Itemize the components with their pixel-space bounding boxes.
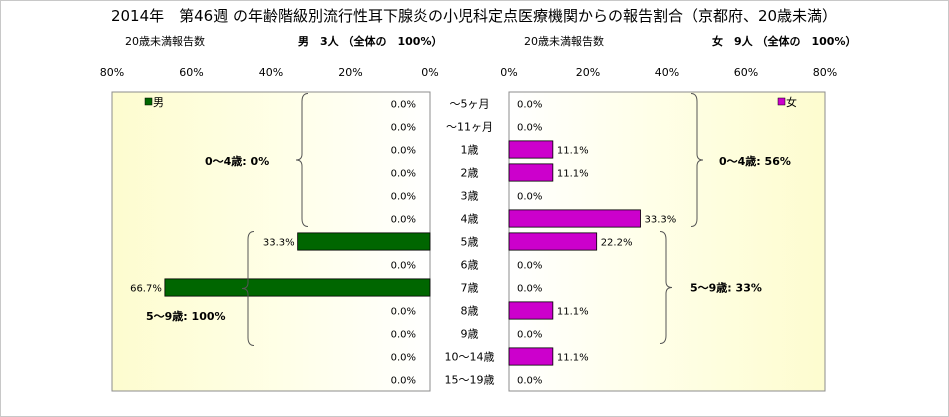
female-value-label: 11.1% (557, 169, 589, 180)
male-header-count: 男 3人 （全体の 100%） (298, 34, 442, 48)
age-category-label: 15～19歳 (445, 374, 495, 387)
male-header-label: 20歳未満報告数 (125, 35, 205, 48)
female-value-label: 0.0% (517, 330, 542, 341)
male-x-tick-label: 60% (179, 66, 203, 79)
male-value-label: 0.0% (391, 215, 416, 226)
male-value-label: 0.0% (391, 192, 416, 203)
female-value-label: 0.0% (517, 284, 542, 295)
female-bar (508, 347, 554, 366)
male-value-label: 0.0% (391, 353, 416, 364)
age-category-label: 7歳 (461, 282, 479, 295)
male-group-label: 0～4歳: 0% (205, 154, 269, 168)
female-x-tick-label: 40% (655, 66, 679, 79)
age-category-label: 4歳 (461, 213, 479, 226)
age-category-label: 10～14歳 (445, 351, 495, 364)
female-x-tick-label: 80% (813, 66, 837, 79)
male-value-label: 0.0% (391, 146, 416, 157)
male-value-label: 0.0% (391, 307, 416, 318)
male-x-tick-label: 80% (100, 66, 124, 79)
age-category-label: 1歳 (461, 144, 479, 157)
female-group-label: 0～4歳: 56% (719, 154, 791, 168)
female-header-label: 20歳未満報告数 (524, 35, 604, 48)
male-value-label: 0.0% (391, 261, 416, 272)
female-value-label: 11.1% (557, 307, 589, 318)
male-bar (164, 278, 431, 297)
female-header-count: 女 9人 （全体の 100%） (712, 34, 856, 48)
female-value-label: 0.0% (517, 261, 542, 272)
female-x-tick-label: 0% (500, 66, 517, 79)
female-x-tick-label: 20% (576, 66, 600, 79)
female-group-label: 5～9歳: 33% (690, 281, 762, 295)
female-bar (508, 163, 554, 182)
age-category-label: 6歳 (461, 259, 479, 272)
age-category-label: 8歳 (461, 305, 479, 318)
male-legend-swatch (144, 97, 153, 106)
male-x-tick-label: 0% (421, 66, 438, 79)
age-category-label: 3歳 (461, 190, 479, 203)
male-value-label: 0.0% (391, 123, 416, 134)
female-bar (508, 209, 641, 228)
male-value-label: 33.3% (263, 238, 295, 249)
female-value-label: 22.2% (601, 238, 633, 249)
chart-title: 2014年 第46週 の年齢階級別流行性耳下腺炎の小児科定点医療機関からの報告割… (111, 7, 837, 25)
male-bar (297, 232, 431, 251)
male-value-label: 0.0% (391, 330, 416, 341)
female-x-tick-label: 60% (734, 66, 758, 79)
male-x-tick-label: 20% (338, 66, 362, 79)
age-category-label: ～11ヶ月 (446, 121, 493, 134)
male-value-label: 0.0% (391, 169, 416, 180)
age-category-label: 9歳 (461, 328, 479, 341)
female-value-label: 0.0% (517, 376, 542, 387)
age-category-label: 2歳 (461, 167, 479, 180)
male-value-label: 66.7% (130, 284, 162, 295)
female-legend-swatch (777, 97, 786, 106)
female-group-brace (659, 231, 673, 344)
female-legend-label: 女 (786, 95, 797, 109)
female-bar (508, 232, 598, 251)
female-value-label: 0.0% (517, 192, 542, 203)
male-legend-label: 男 (153, 96, 164, 109)
male-group-brace (241, 231, 255, 346)
female-bar (508, 301, 554, 320)
female-value-label: 0.0% (517, 100, 542, 111)
male-group-label: 5～9歳: 100% (146, 309, 226, 323)
male-value-label: 0.0% (391, 100, 416, 111)
male-x-tick-label: 40% (259, 66, 283, 79)
male-group-brace (295, 93, 309, 227)
female-value-label: 33.3% (645, 215, 677, 226)
female-value-label: 11.1% (557, 146, 589, 157)
female-bar (508, 140, 554, 159)
age-category-label: 5歳 (461, 236, 479, 249)
age-category-label: ～5ヶ月 (450, 98, 490, 111)
female-group-brace (690, 93, 704, 227)
female-value-label: 11.1% (557, 353, 589, 364)
male-value-label: 0.0% (391, 376, 416, 387)
female-value-label: 0.0% (517, 123, 542, 134)
